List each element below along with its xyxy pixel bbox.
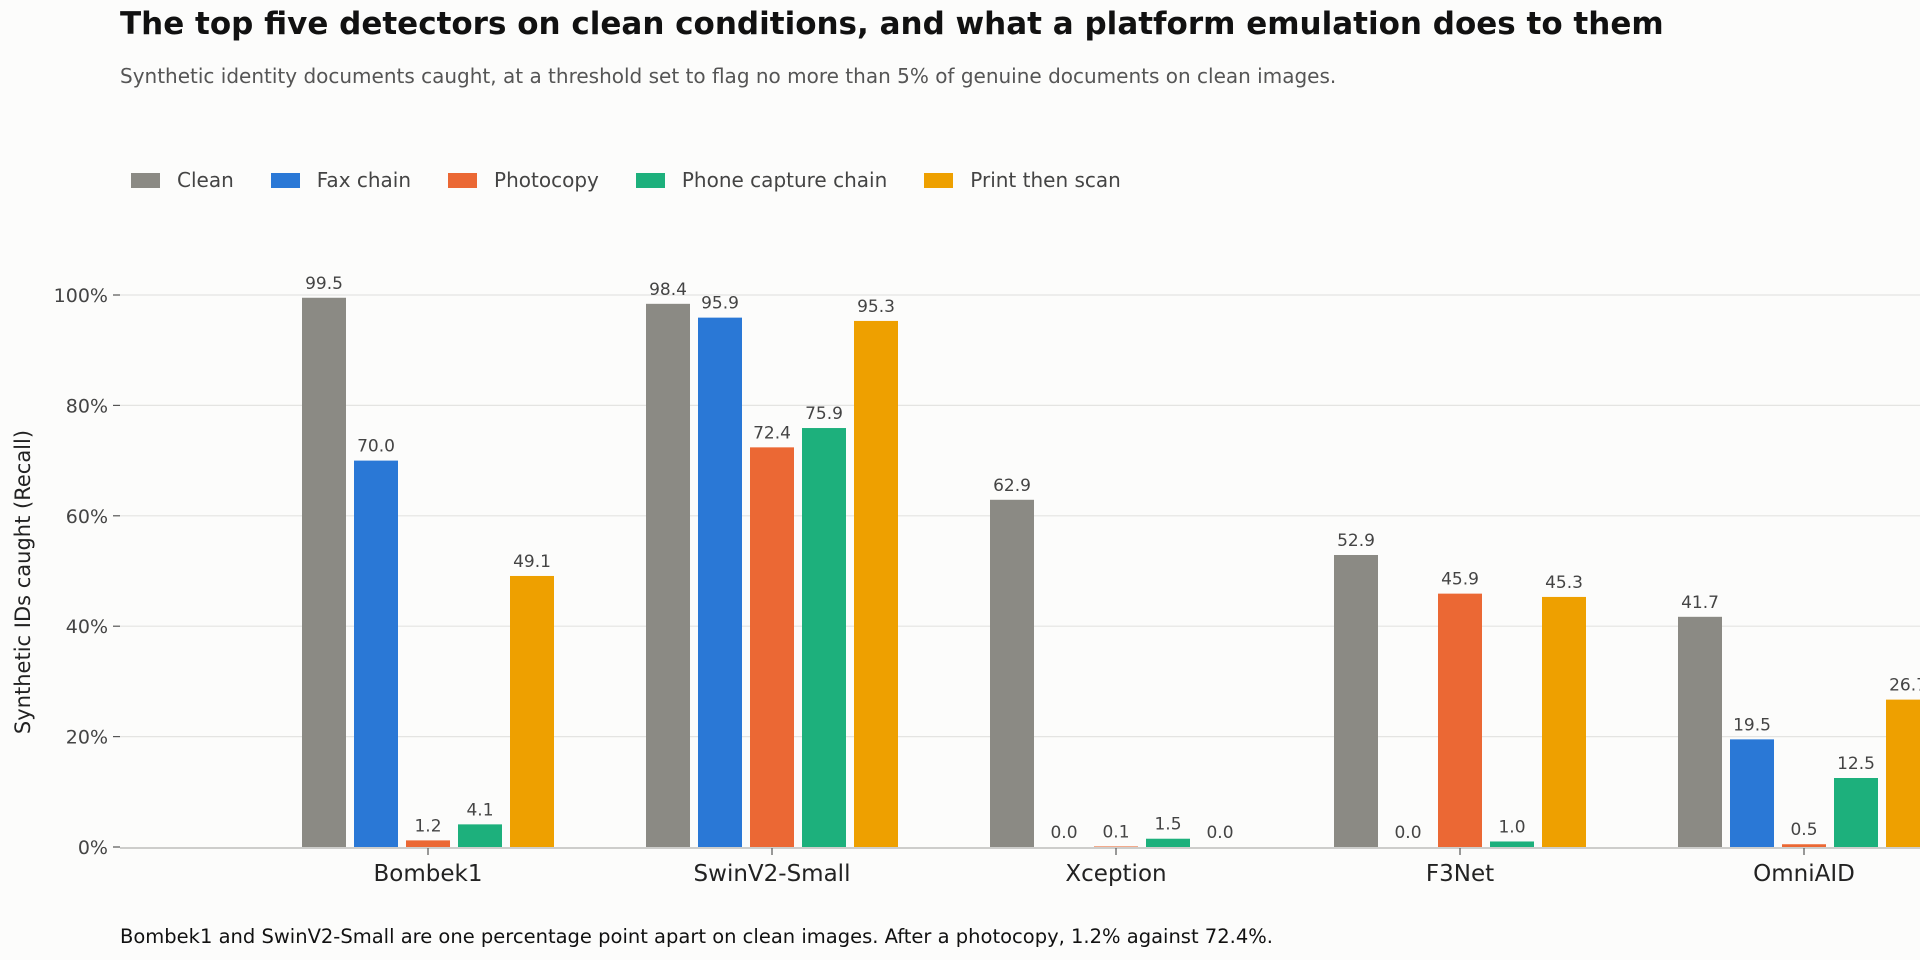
y-tick-label-40: 40% <box>66 616 108 638</box>
bar-omniaid-clean <box>1678 616 1722 847</box>
legend-item-print-then-scan: Print then scan <box>924 168 1121 192</box>
legend-label-photocopy: Photocopy <box>494 168 599 192</box>
y-tick-label-20: 20% <box>66 727 108 749</box>
data-label-swinv2-small-fax-chain: 95.9 <box>701 294 739 314</box>
y-tick-label-60: 60% <box>66 506 108 528</box>
bar-xception-photocopy <box>1094 846 1138 847</box>
data-label-omniaid-fax-chain: 19.5 <box>1733 715 1771 735</box>
bar-f3net-print-then-scan <box>1542 596 1586 847</box>
legend-swatch-fax-chain <box>270 172 300 188</box>
bar-xception-clean <box>990 499 1034 847</box>
bars <box>302 297 1920 848</box>
bar-swinv2-small-photocopy <box>750 447 794 847</box>
legend-swatch-photocopy <box>448 172 478 188</box>
data-label-swinv2-small-photocopy: 72.4 <box>753 423 791 443</box>
legend-item-fax-chain: Fax chain <box>270 168 412 192</box>
bar-bombek1-clean <box>302 297 346 847</box>
data-label-xception-photocopy: 0.1 <box>1102 822 1129 842</box>
chart-subtitle: Synthetic identity documents caught, at … <box>120 64 1337 88</box>
data-label-f3net-print-then-scan: 45.3 <box>1545 573 1583 593</box>
x-tick-label-swinv2-small: SwinV2-Small <box>694 861 851 887</box>
bar-omniaid-fax-chain <box>1730 739 1774 847</box>
legend: Clean Fax chain Photocopy Phone capture … <box>131 168 1158 192</box>
legend-label-phone-capture-chain: Phone capture chain <box>681 168 888 192</box>
bar-f3net-photocopy <box>1438 593 1482 847</box>
legend-swatch-phone-capture-chain <box>635 172 665 188</box>
gridlines <box>120 294 1920 849</box>
bar-swinv2-small-clean <box>646 303 690 847</box>
data-label-xception-phone-capture-chain: 1.5 <box>1154 815 1181 835</box>
bar-omniaid-photocopy <box>1782 844 1826 847</box>
y-tick-label-100: 100% <box>54 285 108 307</box>
bar-bombek1-photocopy <box>406 840 450 847</box>
data-label-bombek1-fax-chain: 70.0 <box>357 437 395 457</box>
data-label-f3net-phone-capture-chain: 1.0 <box>1498 817 1525 837</box>
data-label-xception-clean: 62.9 <box>993 476 1031 496</box>
legend-label-clean: Clean <box>177 168 234 192</box>
bar-swinv2-small-print-then-scan <box>854 320 898 848</box>
legend-swatch-clean <box>131 172 160 188</box>
bar-swinv2-small-fax-chain <box>698 317 742 848</box>
x-tick-label-bombek1: Bombek1 <box>374 861 483 887</box>
x-tick-label-omniaid: OmniAID <box>1753 861 1855 887</box>
bar-value-labels: 99.5 70.0 1.2 4.1 49.1 98.4 95.9 72.4 75.9 95.3 62… <box>305 274 1920 843</box>
x-axis-ticks: Bombek1 SwinV2-Small Xception F3Net OmniAID <box>374 848 1855 887</box>
data-label-xception-fax-chain: 0.0 <box>1050 823 1077 843</box>
data-label-bombek1-phone-capture-chain: 4.1 <box>466 800 493 820</box>
bar-bombek1-print-then-scan <box>510 575 554 847</box>
data-label-f3net-fax-chain: 0.0 <box>1394 823 1421 843</box>
bar-omniaid-phone-capture-chain <box>1834 778 1878 847</box>
legend-item-phone-capture-chain: Phone capture chain <box>635 168 888 192</box>
data-label-swinv2-small-phone-capture-chain: 75.9 <box>805 404 843 424</box>
chart-title: The top five detectors on clean conditio… <box>120 6 1664 42</box>
y-axis-label: Synthetic IDs caught (Recall) <box>11 430 35 734</box>
footnote: Bombek1 and SwinV2-Small are one percent… <box>120 925 1273 948</box>
y-axis-ticks: 0% 20% 40% 60% 80% 100% <box>54 285 120 859</box>
data-label-xception-print-then-scan: 0.0 <box>1206 823 1233 843</box>
legend-item-photocopy: Photocopy <box>448 168 599 192</box>
y-tick-label-80: 80% <box>66 395 108 417</box>
bar-bombek1-phone-capture-chain <box>458 824 502 847</box>
x-tick-label-f3net: F3Net <box>1426 861 1494 887</box>
y-tick-label-0: 0% <box>78 837 108 859</box>
data-label-omniaid-photocopy: 0.5 <box>1790 820 1817 840</box>
data-label-f3net-clean: 52.9 <box>1337 531 1375 551</box>
legend-item-clean: Clean <box>131 168 234 192</box>
bar-omniaid-print-then-scan <box>1886 699 1920 847</box>
data-label-bombek1-print-then-scan: 49.1 <box>513 552 551 572</box>
legend-label-fax-chain: Fax chain <box>316 168 412 192</box>
data-label-bombek1-photocopy: 1.2 <box>414 816 441 836</box>
data-label-omniaid-clean: 41.7 <box>1681 593 1719 613</box>
legend-label-print-then-scan: Print then scan <box>970 168 1121 192</box>
data-label-f3net-photocopy: 45.9 <box>1441 570 1479 590</box>
data-label-swinv2-small-clean: 98.4 <box>649 280 687 300</box>
bar-f3net-phone-capture-chain <box>1490 841 1534 847</box>
data-label-bombek1-clean: 99.5 <box>305 274 343 294</box>
data-label-omniaid-print-then-scan: 26.7 <box>1889 676 1920 696</box>
bar-swinv2-small-phone-capture-chain <box>802 428 846 847</box>
x-tick-label-xception: Xception <box>1065 861 1166 887</box>
bar-f3net-clean <box>1334 554 1378 847</box>
legend-swatch-print-then-scan <box>924 172 954 188</box>
bar-xception-phone-capture-chain <box>1146 838 1190 847</box>
bar-bombek1-fax-chain <box>354 460 398 847</box>
data-label-swinv2-small-print-then-scan: 95.3 <box>857 297 895 317</box>
data-label-omniaid-phone-capture-chain: 12.5 <box>1837 754 1875 774</box>
